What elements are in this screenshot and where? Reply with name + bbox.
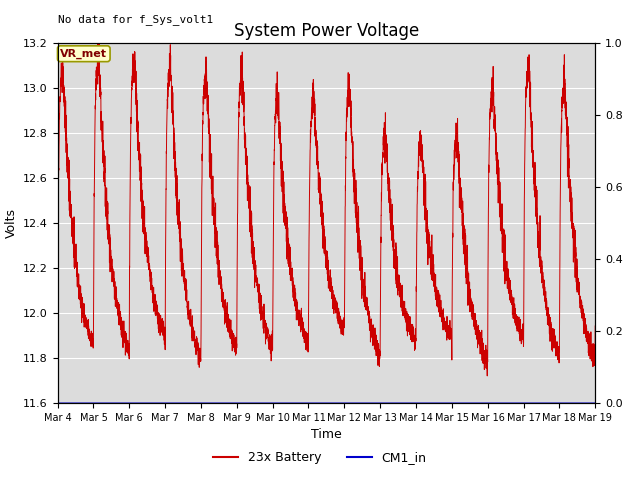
Text: VR_met: VR_met xyxy=(60,48,108,59)
X-axis label: Time: Time xyxy=(311,429,342,442)
Y-axis label: Volts: Volts xyxy=(4,208,17,238)
Text: No data for f_Sys_volt1: No data for f_Sys_volt1 xyxy=(58,14,213,25)
Legend: 23x Battery, CM1_in: 23x Battery, CM1_in xyxy=(208,446,432,469)
Title: System Power Voltage: System Power Voltage xyxy=(234,22,419,40)
